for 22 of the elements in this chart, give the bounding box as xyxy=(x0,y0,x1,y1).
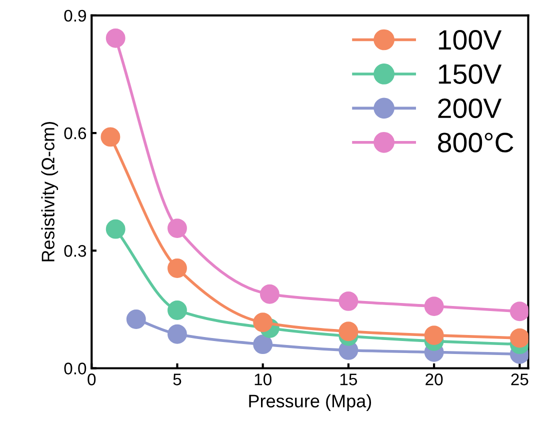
x-tick-label: 20 xyxy=(426,374,443,386)
y-tick-label: 0.6 xyxy=(64,127,86,140)
x-axis-title: Pressure (Mpa) xyxy=(249,394,372,412)
y-axis-title: Resistivity (Ω-cm) xyxy=(41,122,58,262)
point xyxy=(100,127,120,147)
legend-label: 200V xyxy=(438,98,502,118)
point xyxy=(126,310,146,329)
point xyxy=(106,28,126,48)
point xyxy=(510,328,528,348)
legend-label: 150V xyxy=(438,64,502,84)
point xyxy=(510,302,528,322)
legend-label: 100V xyxy=(438,30,502,50)
x-tick-label: 25 xyxy=(511,374,528,386)
y-tick-label: 0.9 xyxy=(64,10,86,22)
y-tick-label: 0.0 xyxy=(64,362,86,374)
legend-label: 800°C xyxy=(438,132,514,152)
x-tick-label: 15 xyxy=(340,374,358,386)
point xyxy=(106,219,126,239)
x-tick-label: 5 xyxy=(173,374,182,386)
y-tick-label: 0.3 xyxy=(64,245,86,257)
x-tick-label: 0 xyxy=(88,374,96,386)
x-tick-label: 10 xyxy=(254,374,272,386)
